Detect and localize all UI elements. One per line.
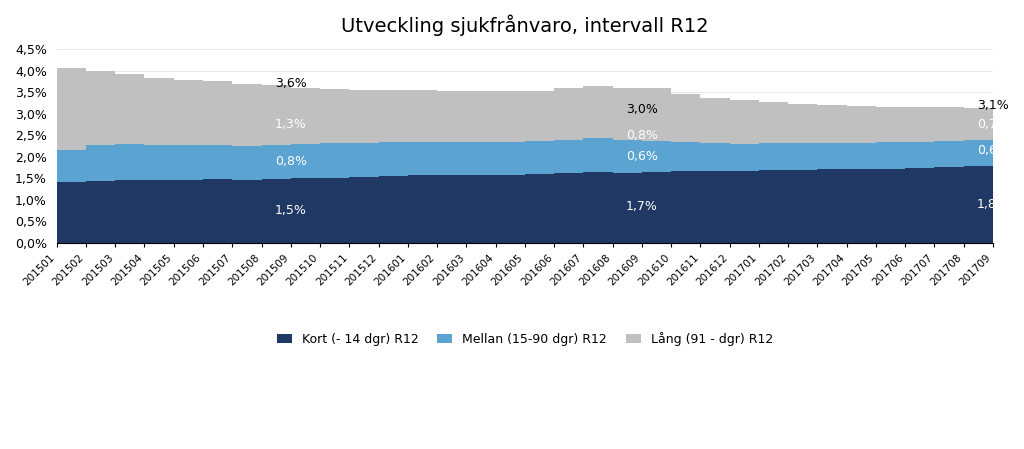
Text: 1,3%: 1,3% <box>274 118 306 131</box>
Text: 0,8%: 0,8% <box>626 129 657 142</box>
Legend: Kort (- 14 dgr) R12, Mellan (15-90 dgr) R12, Lång (91 - dgr) R12: Kort (- 14 dgr) R12, Mellan (15-90 dgr) … <box>271 327 778 351</box>
Text: 1,7%: 1,7% <box>626 200 657 213</box>
Text: 3,0%: 3,0% <box>626 103 657 116</box>
Text: 0,8%: 0,8% <box>274 155 307 167</box>
Text: 1,5%: 1,5% <box>274 204 307 217</box>
Text: 3,1%: 3,1% <box>977 99 1009 112</box>
Text: 0,6%: 0,6% <box>977 144 1009 157</box>
Title: Utveckling sjukfrånvaro, intervall R12: Utveckling sjukfrånvaro, intervall R12 <box>341 15 709 36</box>
Text: 0,6%: 0,6% <box>626 150 657 163</box>
Text: 3,6%: 3,6% <box>274 77 306 90</box>
Text: 0,7%: 0,7% <box>977 118 1009 131</box>
Text: 1,8%: 1,8% <box>977 198 1009 211</box>
